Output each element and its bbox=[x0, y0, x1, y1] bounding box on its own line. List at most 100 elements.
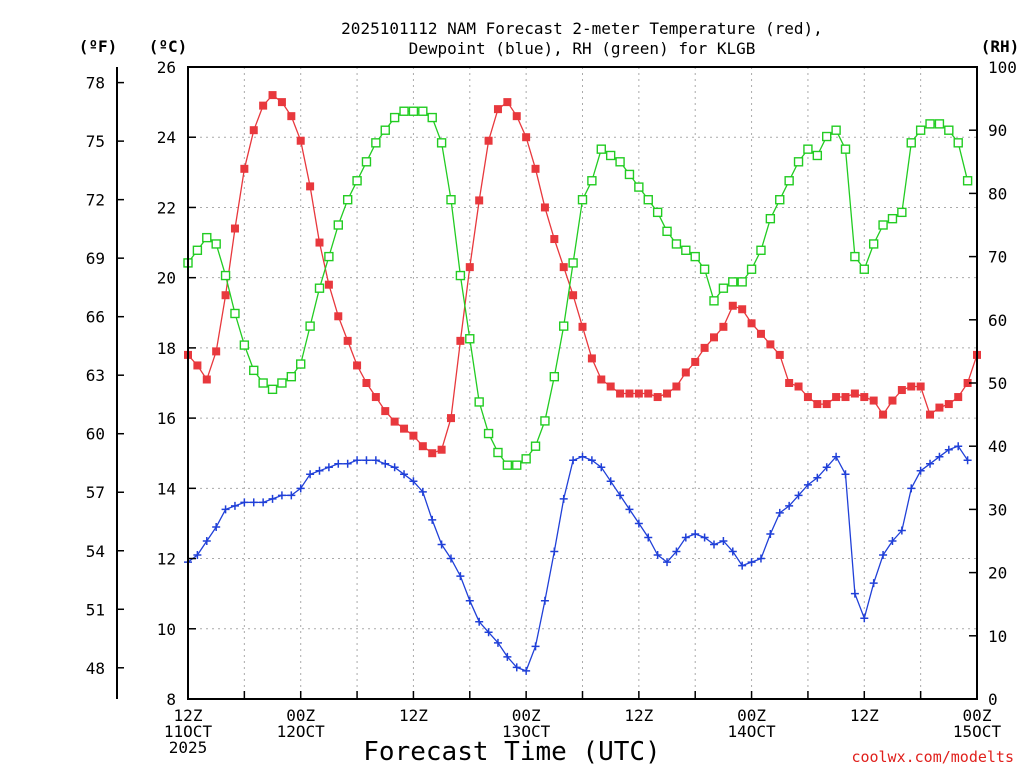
rh-point bbox=[831, 125, 841, 135]
rh-tick-label: 20 bbox=[988, 564, 1007, 583]
temperature-point bbox=[869, 396, 878, 405]
temperature-point bbox=[550, 235, 559, 244]
fahrenheit-tick-label: 66 bbox=[86, 308, 105, 327]
rh-point bbox=[267, 384, 278, 395]
rh-point bbox=[361, 157, 372, 167]
dewpoint-point bbox=[193, 551, 202, 560]
rh-point bbox=[615, 157, 625, 167]
dewpoint-point bbox=[343, 459, 352, 468]
rh-point bbox=[568, 258, 578, 268]
dewpoint-point bbox=[296, 484, 305, 493]
temperature-point bbox=[625, 389, 634, 398]
fahrenheit-tick-label: 60 bbox=[86, 425, 105, 444]
series-dewpoint bbox=[184, 442, 972, 675]
temperature-point bbox=[324, 280, 333, 289]
rh-point bbox=[465, 334, 475, 344]
fahrenheit-tick-label: 78 bbox=[86, 74, 105, 93]
celsius-tick-label: 8 bbox=[166, 690, 176, 709]
dewpoint-point bbox=[381, 459, 390, 468]
dewpoint-point bbox=[540, 596, 549, 605]
dewpoint-point bbox=[456, 572, 465, 581]
temperature-point bbox=[888, 396, 897, 405]
rh-point bbox=[455, 270, 466, 281]
dewpoint-point bbox=[306, 470, 315, 479]
rh-point bbox=[925, 119, 935, 129]
series-temperature bbox=[184, 91, 981, 458]
temperature-point bbox=[813, 400, 822, 409]
rh-tick-label: 40 bbox=[988, 437, 1007, 456]
rh-point bbox=[483, 428, 494, 439]
rh-point bbox=[775, 195, 785, 205]
temperature-point bbox=[212, 347, 221, 356]
rh-point bbox=[559, 321, 569, 331]
dewpoint-point bbox=[926, 459, 935, 468]
temperature-point bbox=[493, 105, 502, 114]
celsius-tick-label: 12 bbox=[157, 550, 176, 569]
temperature-point bbox=[418, 442, 427, 451]
rh-point bbox=[812, 150, 823, 161]
rh-point bbox=[352, 176, 362, 186]
rh-point bbox=[446, 195, 456, 205]
dewpoint-point bbox=[860, 614, 869, 623]
temperature-point bbox=[287, 112, 296, 121]
dewpoint-point bbox=[447, 554, 455, 563]
dewpoint-point bbox=[400, 470, 409, 479]
rh-point bbox=[230, 308, 240, 319]
celsius-tick-label: 20 bbox=[157, 269, 176, 288]
rh-point bbox=[249, 365, 259, 376]
celsius-tick-label: 10 bbox=[157, 620, 176, 639]
dewpoint-point bbox=[954, 442, 963, 451]
temperature-point bbox=[202, 375, 211, 384]
temperature-point bbox=[259, 101, 268, 110]
rh-point bbox=[277, 378, 287, 388]
dewpoint-point bbox=[841, 470, 850, 479]
dewpoint-point bbox=[653, 551, 662, 560]
temperature-point bbox=[850, 389, 859, 398]
dewpoint-line bbox=[187, 445, 969, 672]
rh-point bbox=[859, 264, 869, 274]
dewpoint-point bbox=[587, 456, 596, 465]
dewpoint-point bbox=[606, 477, 615, 486]
rh-point bbox=[671, 239, 682, 249]
dewpoint-point bbox=[221, 505, 230, 514]
temperature-point bbox=[616, 389, 625, 398]
celsius-tick-label: 16 bbox=[157, 409, 176, 428]
dewpoint-point bbox=[663, 558, 672, 567]
rh-tick-label: 100 bbox=[988, 58, 1017, 77]
temperature-point bbox=[428, 449, 437, 458]
temperature-point bbox=[522, 133, 531, 142]
dewpoint-point bbox=[503, 652, 512, 661]
rh-point bbox=[728, 277, 738, 287]
rh-point bbox=[530, 441, 541, 451]
rh-tick-label: 70 bbox=[988, 248, 1007, 267]
dewpoint-point bbox=[785, 501, 794, 510]
rh-point bbox=[436, 138, 447, 148]
temperature-point bbox=[926, 410, 935, 419]
rh-point bbox=[258, 378, 268, 388]
x-tick-label: 12Z bbox=[850, 706, 879, 725]
x-tick-label: 13OCT bbox=[502, 722, 551, 741]
dewpoint-point bbox=[268, 494, 277, 503]
rh-tick-label: 30 bbox=[988, 500, 1007, 519]
temperature-line bbox=[187, 94, 978, 454]
temperature-point bbox=[400, 424, 409, 433]
temperature-point bbox=[841, 393, 850, 402]
rh-point bbox=[934, 119, 945, 129]
temperature-point bbox=[719, 322, 728, 331]
rh-point bbox=[587, 176, 597, 186]
temperature-point bbox=[963, 379, 972, 387]
temperature-point bbox=[381, 407, 390, 416]
dewpoint-point bbox=[249, 498, 258, 507]
x-axis-label: Forecast Time (UTC) bbox=[363, 737, 660, 767]
rh-point bbox=[624, 169, 635, 180]
rh-point bbox=[643, 195, 653, 205]
temperature-point bbox=[766, 340, 775, 349]
dewpoint-point bbox=[944, 445, 953, 454]
rh-unit-label: (RH) bbox=[981, 37, 1020, 56]
rh-point bbox=[887, 213, 898, 224]
rh-point bbox=[502, 460, 513, 470]
rh-point bbox=[962, 176, 973, 186]
x-tick-label: 12Z bbox=[174, 706, 203, 725]
temperature-point bbox=[362, 379, 371, 387]
